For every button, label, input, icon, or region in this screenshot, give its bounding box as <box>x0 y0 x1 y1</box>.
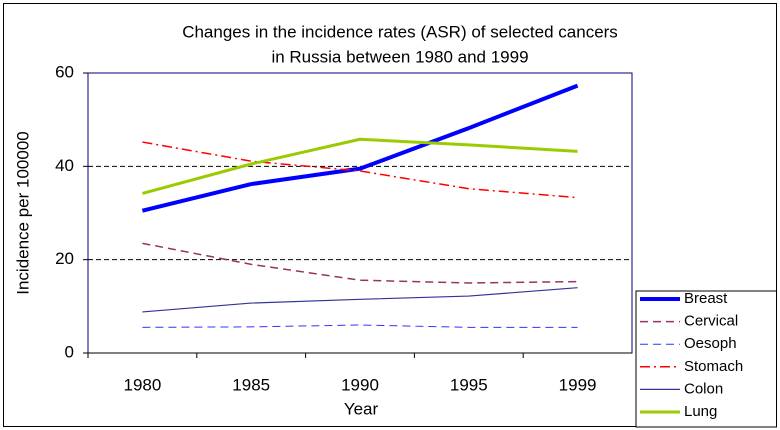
x-tick-label: 1980 <box>123 375 161 394</box>
chart-title: in Russia between 1980 and 1999 <box>271 47 528 66</box>
legend-label: Cervical <box>684 313 738 330</box>
y-tick-label: 20 <box>55 249 74 268</box>
legend-label: Stomach <box>684 358 743 375</box>
legend-label: Colon <box>684 380 723 397</box>
y-tick-label: 0 <box>65 342 74 361</box>
y-axis-label: Incidence per 100000 <box>13 131 32 295</box>
series-line <box>142 141 578 199</box>
series-line <box>141 83 579 213</box>
series-line <box>142 137 578 195</box>
plot-area <box>87 72 633 354</box>
x-tick-label: 1990 <box>341 375 379 394</box>
x-axis-label: Year <box>344 399 379 418</box>
x-tick-label: 1999 <box>559 375 597 394</box>
legend-label: Lung <box>684 403 717 420</box>
y-tick-label: 40 <box>55 156 74 175</box>
x-tick-label: 1985 <box>232 375 270 394</box>
legend-label: Breast <box>684 290 728 307</box>
legend-box <box>635 290 777 428</box>
y-tick-label: 60 <box>55 62 74 81</box>
series-line <box>142 324 578 328</box>
legend-label: Oesoph <box>684 335 737 352</box>
chart-title: Changes in the incidence rates (ASR) of … <box>182 22 618 41</box>
series-line <box>142 287 578 313</box>
series-line <box>142 242 578 284</box>
x-tick-label: 1995 <box>450 375 488 394</box>
